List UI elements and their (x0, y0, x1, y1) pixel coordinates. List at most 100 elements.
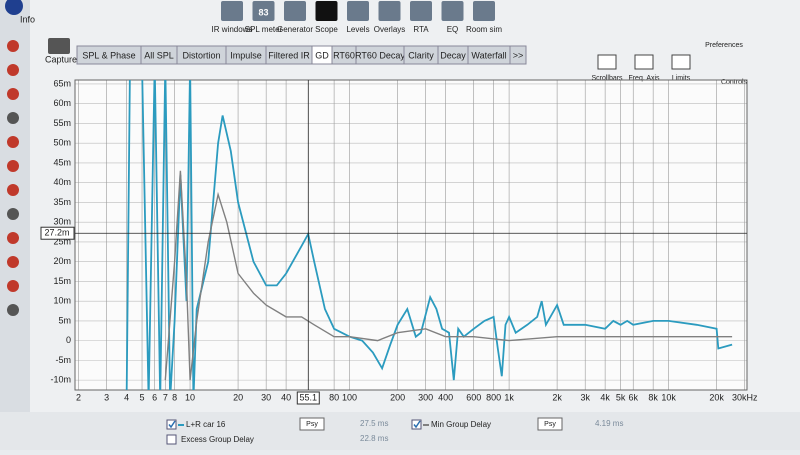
legend-value: 27.5 ms (360, 419, 388, 428)
psy-button[interactable] (537, 417, 563, 431)
toolbar-icon[interactable] (284, 1, 306, 21)
toolbar-label[interactable]: Levels (346, 25, 369, 34)
x-tick-label: 10 (185, 392, 195, 402)
y-tick-label: 10m (53, 296, 71, 306)
checkbox[interactable] (166, 419, 177, 430)
cursor-y-box (40, 226, 75, 240)
tab-label[interactable]: Distortion (182, 50, 220, 60)
legend-bar (0, 412, 800, 450)
tab-label[interactable]: Decay (440, 50, 466, 60)
toolbar-label[interactable]: IR windows (212, 25, 253, 34)
view-icon[interactable] (597, 54, 617, 70)
x-tick-label: 300 (418, 392, 433, 402)
tab-label[interactable]: >> (513, 50, 524, 60)
psy-label[interactable]: Psy (306, 421, 318, 428)
x-tick-label: 20k (709, 392, 724, 402)
sidebar-icon[interactable] (7, 208, 19, 220)
toolbar-label[interactable]: Overlays (374, 25, 406, 34)
controls-label[interactable]: Controls (721, 79, 748, 86)
info-icon[interactable] (5, 0, 23, 15)
x-tick-label: 6 (152, 392, 157, 402)
spl-badge: 83 (258, 7, 268, 17)
x-tick-label: 1k (504, 392, 514, 402)
view-label[interactable]: Freq. Axis (628, 75, 660, 82)
toolbar-label[interactable]: Generator (277, 25, 313, 34)
sidebar-icon[interactable] (7, 232, 19, 244)
sidebar-icon[interactable] (7, 304, 19, 316)
tab[interactable] (509, 45, 527, 65)
y-tick-label: 15m (53, 276, 71, 286)
x-tick-label: 40 (281, 392, 291, 402)
sidebar-icon[interactable] (7, 40, 19, 52)
x-tick-label: 200 (390, 392, 405, 402)
sidebar-icon[interactable] (7, 136, 19, 148)
toolbar-icon[interactable] (347, 1, 369, 21)
sidebar-icon[interactable] (7, 64, 19, 76)
x-tick-label: 10k (661, 392, 676, 402)
toolbar-icon[interactable] (221, 1, 243, 21)
sidebar-icon[interactable] (7, 160, 19, 172)
checkbox[interactable] (166, 434, 177, 445)
x-tick-label: 8k (648, 392, 658, 402)
psy-label[interactable]: Psy (544, 421, 556, 428)
x-tick-label: 100 (342, 392, 357, 402)
toolbar-icon[interactable] (441, 1, 464, 21)
tab-label[interactable]: Impulse (230, 50, 262, 60)
toolbar-icon[interactable] (252, 1, 275, 21)
x-tick-label: 600 (466, 392, 481, 402)
checkmark[interactable] (413, 420, 421, 429)
tab-label[interactable]: Filtered IR (268, 50, 310, 60)
view-label[interactable]: Scrollbars (591, 75, 623, 82)
y-tick-label: 20m (53, 256, 71, 266)
toolbar-icon[interactable] (473, 1, 495, 21)
toolbar-icon[interactable] (378, 1, 401, 21)
tab-label[interactable]: GD (315, 50, 329, 60)
toolbar-label[interactable]: SPL meter (245, 25, 283, 34)
tab-label[interactable]: SPL & Phase (82, 50, 135, 60)
tab-label[interactable]: Clarity (408, 50, 434, 60)
y-tick-label: 55m (53, 118, 71, 128)
toolbar-label[interactable]: Room sim (466, 25, 502, 34)
sidebar-icon[interactable] (7, 184, 19, 196)
preferences-label[interactable]: Preferences (705, 42, 743, 49)
view-icon[interactable] (634, 54, 654, 70)
toolbar-label[interactable]: EQ (447, 25, 459, 34)
view-icon[interactable] (671, 54, 691, 70)
x-tick-label: 80 (329, 392, 339, 402)
x-tick-label: 30kHz (732, 392, 758, 402)
sidebar-icon[interactable] (7, 88, 19, 100)
info-label[interactable]: Info (20, 14, 35, 24)
checkbox[interactable] (411, 419, 422, 430)
y-tick-label: 40m (53, 177, 71, 187)
toolbar-icon[interactable] (315, 1, 338, 21)
tab-label[interactable]: RT60 (333, 50, 355, 60)
legend-value: 4.19 ms (595, 419, 623, 428)
y-tick-label: 25m (53, 236, 71, 246)
x-tick-label: 6k (628, 392, 638, 402)
y-tick-label: 5m (58, 315, 71, 325)
toolbar-icon[interactable] (410, 1, 432, 21)
tab-label[interactable]: All SPL (144, 50, 174, 60)
psy-button[interactable] (299, 417, 325, 431)
y-tick-label: 60m (53, 98, 71, 108)
toolbar-label[interactable]: Scope (315, 25, 338, 34)
tab-label[interactable]: Waterfall (471, 50, 506, 60)
tab-label[interactable]: RT60 Decay (355, 50, 405, 60)
sidebar-icon[interactable] (7, 112, 19, 124)
sidebar-icon[interactable] (7, 256, 19, 268)
x-tick-label: 3k (580, 392, 590, 402)
sidebar-icon[interactable] (7, 280, 19, 292)
capture-icon[interactable] (48, 38, 70, 54)
x-tick-label: 400 (438, 392, 453, 402)
x-tick-label: 8 (172, 392, 177, 402)
x-tick-label: 30 (261, 392, 271, 402)
x-tick-label: 5k (616, 392, 626, 402)
cursor-x-label: 55.1 (300, 392, 318, 402)
legend-label: Excess Group Delay (181, 435, 254, 444)
view-label[interactable]: Limits (672, 75, 691, 82)
checkmark[interactable] (168, 420, 176, 429)
x-tick-label: 4 (124, 392, 129, 402)
toolbar-label[interactable]: RTA (413, 25, 429, 34)
capture-label[interactable]: Capture (45, 54, 77, 64)
